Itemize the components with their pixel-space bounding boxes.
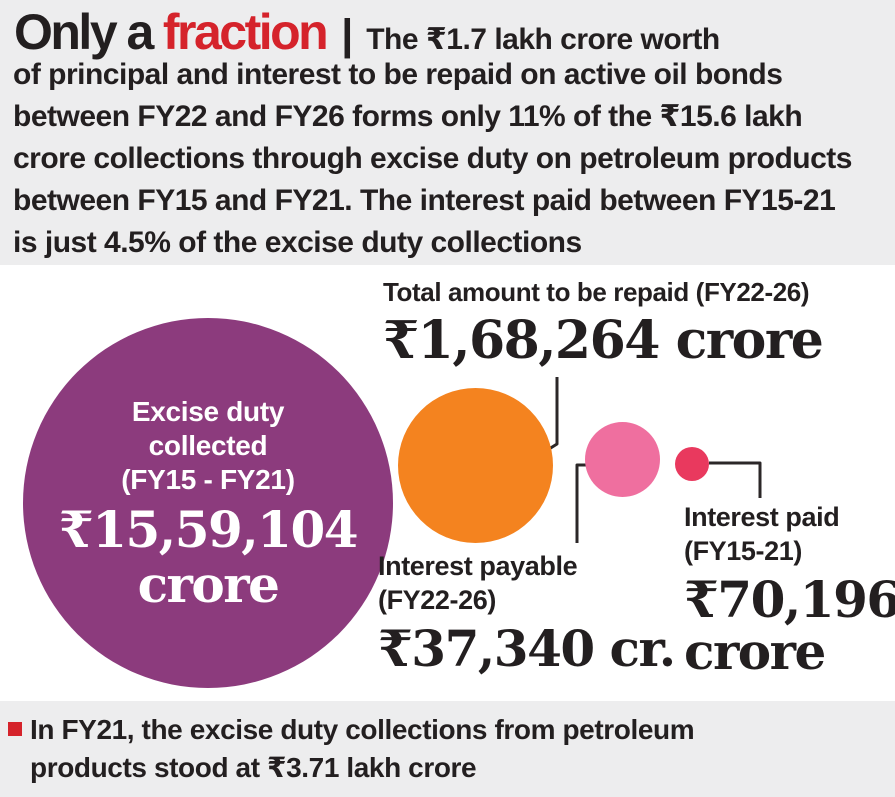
connector-repaid bbox=[548, 377, 559, 451]
intro-line: between FY15 and FY21. The interest paid… bbox=[13, 184, 836, 217]
intro-line: between FY22 and FY26 forms only 11% of … bbox=[13, 100, 803, 133]
bubble-total-repaid bbox=[398, 388, 553, 543]
footer-note-line: In FY21, the excise duty collections fro… bbox=[30, 714, 695, 745]
page-title-primary: Only a bbox=[14, 4, 154, 60]
interest-payable-amount: ₹37,340 cr. bbox=[378, 619, 676, 678]
interest-paid-amount: ₹70,196 bbox=[684, 570, 895, 629]
header-section: Only a fraction | The ₹1.7 lakh crore wo… bbox=[0, 0, 895, 265]
footer-section: In FY21, the excise duty collections fro… bbox=[0, 701, 895, 797]
label-interest-paid: Interest paid (FY15-21) ₹70,196 crore bbox=[684, 500, 895, 678]
bubble-interest-payable bbox=[585, 422, 660, 497]
total-repaid-amount: ₹1,68,264 crore bbox=[383, 310, 824, 371]
interest-paid-unit: crore bbox=[684, 622, 826, 681]
intro-lead-text: The ₹1.7 lakh crore worth bbox=[366, 23, 720, 56]
interest-paid-period: (FY15-21) bbox=[684, 536, 802, 566]
total-repaid-label: Total amount to be repaid (FY22-26) bbox=[383, 277, 810, 307]
label-interest-payable: Interest payable (FY22-26) ₹37,340 cr. bbox=[378, 549, 676, 678]
intro-line: crore collections through excise duty on… bbox=[13, 142, 852, 175]
excise-label-line: Excise duty bbox=[131, 396, 285, 427]
footer-note-line: products stood at ₹3.71 lakh crore bbox=[30, 752, 477, 783]
title-separator: | bbox=[341, 11, 354, 59]
square-bullet-icon bbox=[8, 722, 22, 736]
footer-note: In FY21, the excise duty collections fro… bbox=[30, 711, 695, 787]
intro-line: is just 4.5% of the excise duty collecti… bbox=[13, 226, 582, 259]
title-row: Only a fraction | The ₹1.7 lakh crore wo… bbox=[14, 0, 720, 64]
bubble-excise-collected: Excise duty collected (FY15 - FY21) ₹15,… bbox=[23, 318, 393, 688]
intro-paragraph: of principal and interest to be repaid o… bbox=[13, 54, 852, 264]
intro-line: of principal and interest to be repaid o… bbox=[13, 58, 783, 91]
connector-paid bbox=[709, 461, 762, 498]
bubble-chart-area: Excise duty collected (FY15 - FY21) ₹15,… bbox=[0, 265, 895, 701]
interest-payable-period: (FY22-26) bbox=[378, 585, 496, 615]
interest-paid-label: Interest paid bbox=[684, 502, 840, 532]
excise-amount-value: ₹15,59,104 bbox=[58, 500, 359, 559]
excise-amount-unit: crore bbox=[137, 555, 280, 614]
bubble-interest-paid bbox=[675, 447, 709, 481]
page-title-accent: fraction bbox=[162, 4, 329, 60]
connector-payable bbox=[575, 463, 586, 543]
excise-label-line: (FY15 - FY21) bbox=[121, 464, 295, 495]
interest-payable-label: Interest payable bbox=[378, 551, 578, 581]
label-total-repaid: Total amount to be repaid (FY22-26) ₹1,6… bbox=[383, 276, 824, 371]
excise-label-line: collected bbox=[148, 430, 268, 461]
